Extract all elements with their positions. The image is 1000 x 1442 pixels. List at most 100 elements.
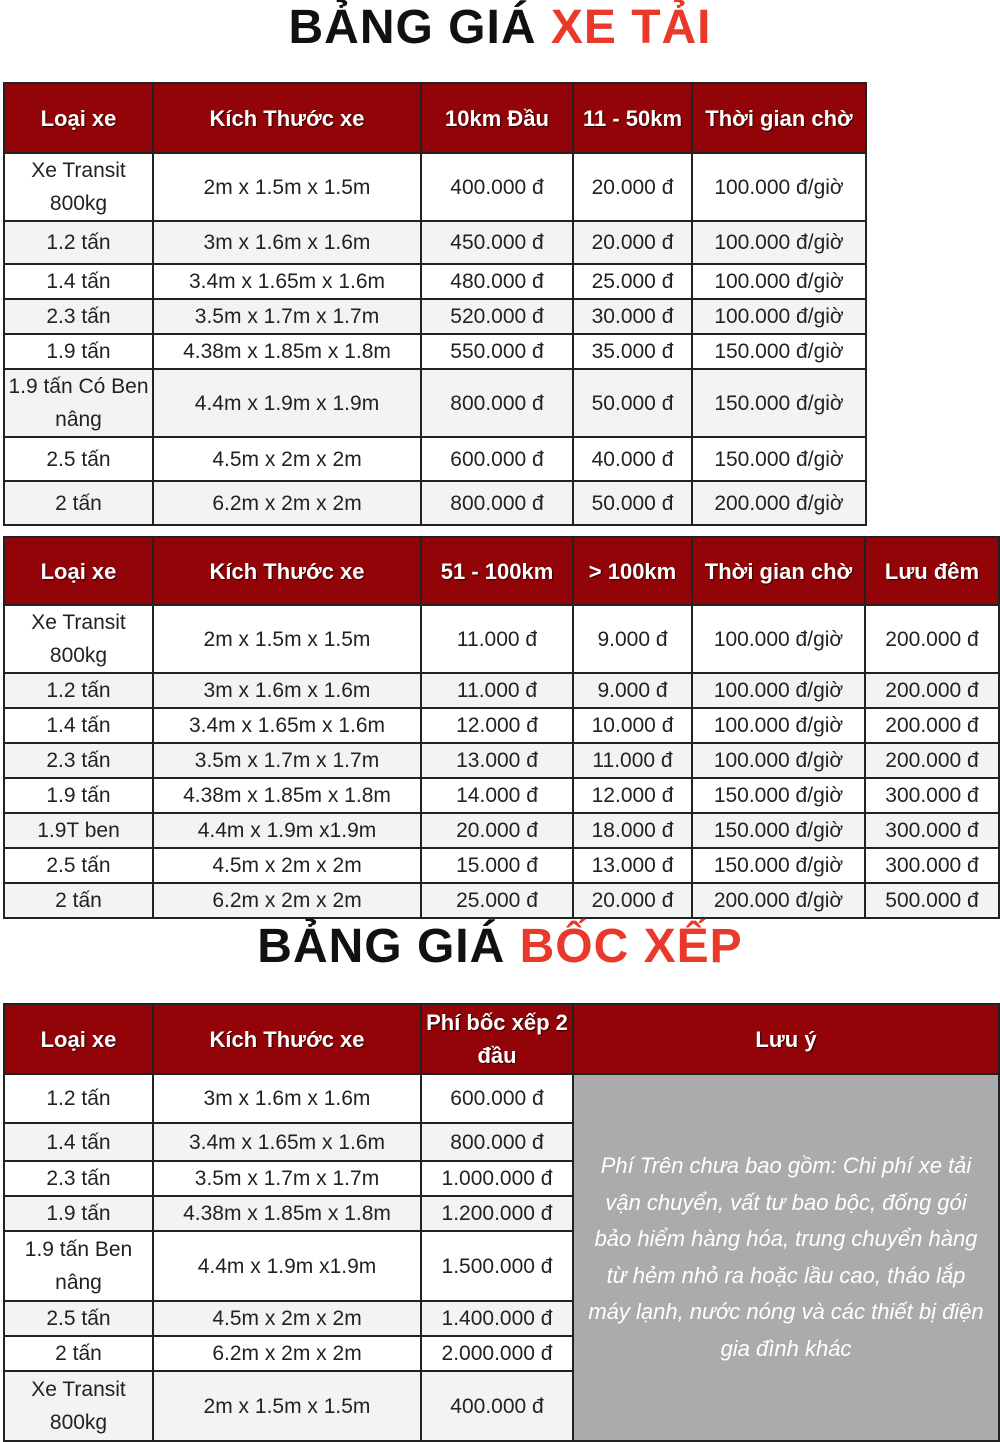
- table-cell: 2.3 tấn: [3, 1160, 154, 1197]
- table-cell: 480.000 đ: [420, 263, 574, 300]
- table-cell: 200.000 đ: [864, 707, 1000, 744]
- table-cell: 1.200.000 đ: [420, 1195, 574, 1232]
- table-cell: 2.3 tấn: [3, 298, 154, 335]
- table-cell: 3m x 1.6m x 1.6m: [152, 1073, 422, 1124]
- table-cell: Xe Transit 800kg: [3, 1370, 154, 1442]
- table-cell: 4.38m x 1.85m x 1.8m: [152, 333, 422, 370]
- loading-price-table: Loại xe Kích Thước xe Phí bốc xếp 2 đầu Lưu…: [3, 1003, 1000, 1442]
- title-main: BẢNG GIÁ: [288, 1, 537, 54]
- table-cell: 50.000 đ: [572, 480, 693, 526]
- table-cell: 100.000 đ/giờ: [691, 707, 866, 744]
- table-cell: 1.9 tấn Ben nâng: [3, 1230, 154, 1302]
- table-cell: 100.000 đ/giờ: [691, 604, 866, 674]
- table-cell: 2 tấn: [3, 480, 154, 526]
- table-cell: 1.4 tấn: [3, 707, 154, 744]
- table-cell: 20.000 đ: [420, 812, 574, 849]
- table-cell: 100.000 đ/giờ: [691, 152, 867, 222]
- truck-distance-price-table: Loại xe Kích Thước xe 51 - 100km > 100km Thờ…: [3, 536, 1000, 919]
- table-cell: 800.000 đ: [420, 368, 574, 438]
- table-row: Xe Transit 800kg 2m x 1.5m x 1.5m 400.000 …: [3, 152, 867, 222]
- table-cell: 12.000 đ: [420, 707, 574, 744]
- table-cell: 800.000 đ: [420, 1122, 574, 1162]
- column-header: Loại xe: [3, 536, 154, 606]
- table-cell: 2.5 tấn: [3, 436, 154, 482]
- table-cell: 2 tấn: [3, 882, 154, 919]
- table-cell: 600.000 đ: [420, 436, 574, 482]
- table-cell: 6.2m x 2m x 2m: [152, 480, 422, 526]
- table-row: 2 tấn 6.2m x 2m x 2m 25.000 đ 20.000 đ 200.0…: [3, 882, 1000, 919]
- table-cell: 11.000 đ: [420, 672, 574, 709]
- table-cell: 11.000 đ: [420, 604, 574, 674]
- table-cell: 10.000 đ: [572, 707, 693, 744]
- title-accent: BỐC XẾP: [519, 920, 743, 973]
- table-cell: 4.4m x 1.9m x1.9m: [152, 1230, 422, 1302]
- table-row: 1.4 tấn 3.4m x 1.65m x 1.6m 800.000 đ: [3, 1122, 999, 1162]
- column-header: Kích Thước xe: [152, 1003, 422, 1075]
- table-row: Xe Transit 800kg 2m x 1.5m x 1.5m 400.000 …: [3, 1370, 999, 1442]
- table-cell: 1.4 tấn: [3, 263, 154, 300]
- table-row: Xe Transit 800kg 2m x 1.5m x 1.5m 11.000 đ…: [3, 604, 1000, 674]
- column-header: Phí bốc xếp 2 đầu: [420, 1003, 574, 1075]
- table-row: 1.9 tấn 4.38m x 1.85m x 1.8m 550.000 đ 35.0…: [3, 333, 867, 370]
- column-header: 11 - 50km: [572, 82, 693, 154]
- table-cell: 100.000 đ/giờ: [691, 263, 867, 300]
- table-row: 2.3 tấn 3.5m x 1.7m x 1.7m 1.000.000 đ: [3, 1160, 999, 1197]
- table-cell: 40.000 đ: [572, 436, 693, 482]
- table-cell: Xe Transit 800kg: [3, 152, 154, 222]
- table-cell: 3.5m x 1.7m x 1.7m: [152, 298, 422, 335]
- table-row: 2.5 tấn 4.5m x 2m x 2m 15.000 đ 13.000 đ 150…: [3, 847, 1000, 884]
- column-header: 10km Đầu: [420, 82, 574, 154]
- column-header: Kích Thước xe: [152, 82, 422, 154]
- table-cell: 12.000 đ: [572, 777, 693, 814]
- table-cell: 11.000 đ: [572, 742, 693, 779]
- column-header: Loại xe: [3, 82, 154, 154]
- table-cell: 1.9 tấn Có Ben nâng: [3, 368, 154, 438]
- table-cell: 2.5 tấn: [3, 1300, 154, 1337]
- table-row: 1.4 tấn 3.4m x 1.65m x 1.6m 480.000 đ 25.00…: [3, 263, 867, 300]
- table-row: 1.9 tấn 4.38m x 1.85m x 1.8m 14.000 đ 12.00…: [3, 777, 1000, 814]
- header-row: Loại xe Kích Thước xe Phí bốc xếp 2 đầu Lưu…: [3, 1003, 1000, 1075]
- table-cell: 1.9 tấn: [3, 333, 154, 370]
- table-cell: 500.000 đ: [864, 882, 1000, 919]
- table-cell: 200.000 đ/giờ: [691, 882, 866, 919]
- table-cell: 6.2m x 2m x 2m: [152, 882, 422, 919]
- table-cell: 150.000 đ/giờ: [691, 777, 866, 814]
- table-cell: 1.2 tấn: [3, 1073, 154, 1124]
- table-cell: 100.000 đ/giờ: [691, 742, 866, 779]
- table-cell: 3m x 1.6m x 1.6m: [152, 220, 422, 265]
- table-cell: 4.38m x 1.85m x 1.8m: [152, 777, 422, 814]
- table-cell: 4.38m x 1.85m x 1.8m: [152, 1195, 422, 1232]
- table-cell: 550.000 đ: [420, 333, 574, 370]
- table-cell: 150.000 đ/giờ: [691, 368, 867, 438]
- column-header: Thời gian chờ: [691, 82, 867, 154]
- table-cell: 14.000 đ: [420, 777, 574, 814]
- table-row: 2.3 tấn 3.5m x 1.7m x 1.7m 13.000 đ 11.000 …: [3, 742, 1000, 779]
- table-cell: 520.000 đ: [420, 298, 574, 335]
- table-cell: 200.000 đ: [864, 742, 1000, 779]
- column-header: Lưu ý: [572, 1003, 1000, 1075]
- table-cell: 18.000 đ: [572, 812, 693, 849]
- table-row: 2 tấn 6.2m x 2m x 2m 800.000 đ 50.000 đ 200.…: [3, 480, 867, 526]
- table-cell: 400.000 đ: [420, 152, 574, 222]
- table-cell: 9.000 đ: [572, 604, 693, 674]
- table-cell: 13.000 đ: [420, 742, 574, 779]
- table-cell: 150.000 đ/giờ: [691, 333, 867, 370]
- table-cell: 50.000 đ: [572, 368, 693, 438]
- table-cell: 450.000 đ: [420, 220, 574, 265]
- table-cell: 2.5 tấn: [3, 847, 154, 884]
- table-row: 1.4 tấn 3.4m x 1.65m x 1.6m 12.000 đ 10.000…: [3, 707, 1000, 744]
- table-row: 1.2 tấn 3m x 1.6m x 1.6m 600.000 đ Phí Trên…: [3, 1073, 1000, 1442]
- table-cell: 3.4m x 1.65m x 1.6m: [152, 1122, 422, 1162]
- table-cell: 1.9T ben: [3, 812, 154, 849]
- table-cell: 100.000 đ/giờ: [691, 672, 866, 709]
- table-cell: 13.000 đ: [572, 847, 693, 884]
- table-cell: 3m x 1.6m x 1.6m: [152, 672, 422, 709]
- table-cell: 150.000 đ/giờ: [691, 812, 866, 849]
- table-cell: 2m x 1.5m x 1.5m: [152, 152, 422, 222]
- table-cell: 1.4 tấn: [3, 1122, 154, 1162]
- table-cell: 3.4m x 1.65m x 1.6m: [152, 263, 422, 300]
- header-row: Loại xe Kích Thước xe 51 - 100km > 100km Thờ…: [3, 536, 1000, 606]
- table-cell: 300.000 đ: [864, 812, 1000, 849]
- table-cell: 800.000 đ: [420, 480, 574, 526]
- table-cell: 600.000 đ: [420, 1073, 574, 1124]
